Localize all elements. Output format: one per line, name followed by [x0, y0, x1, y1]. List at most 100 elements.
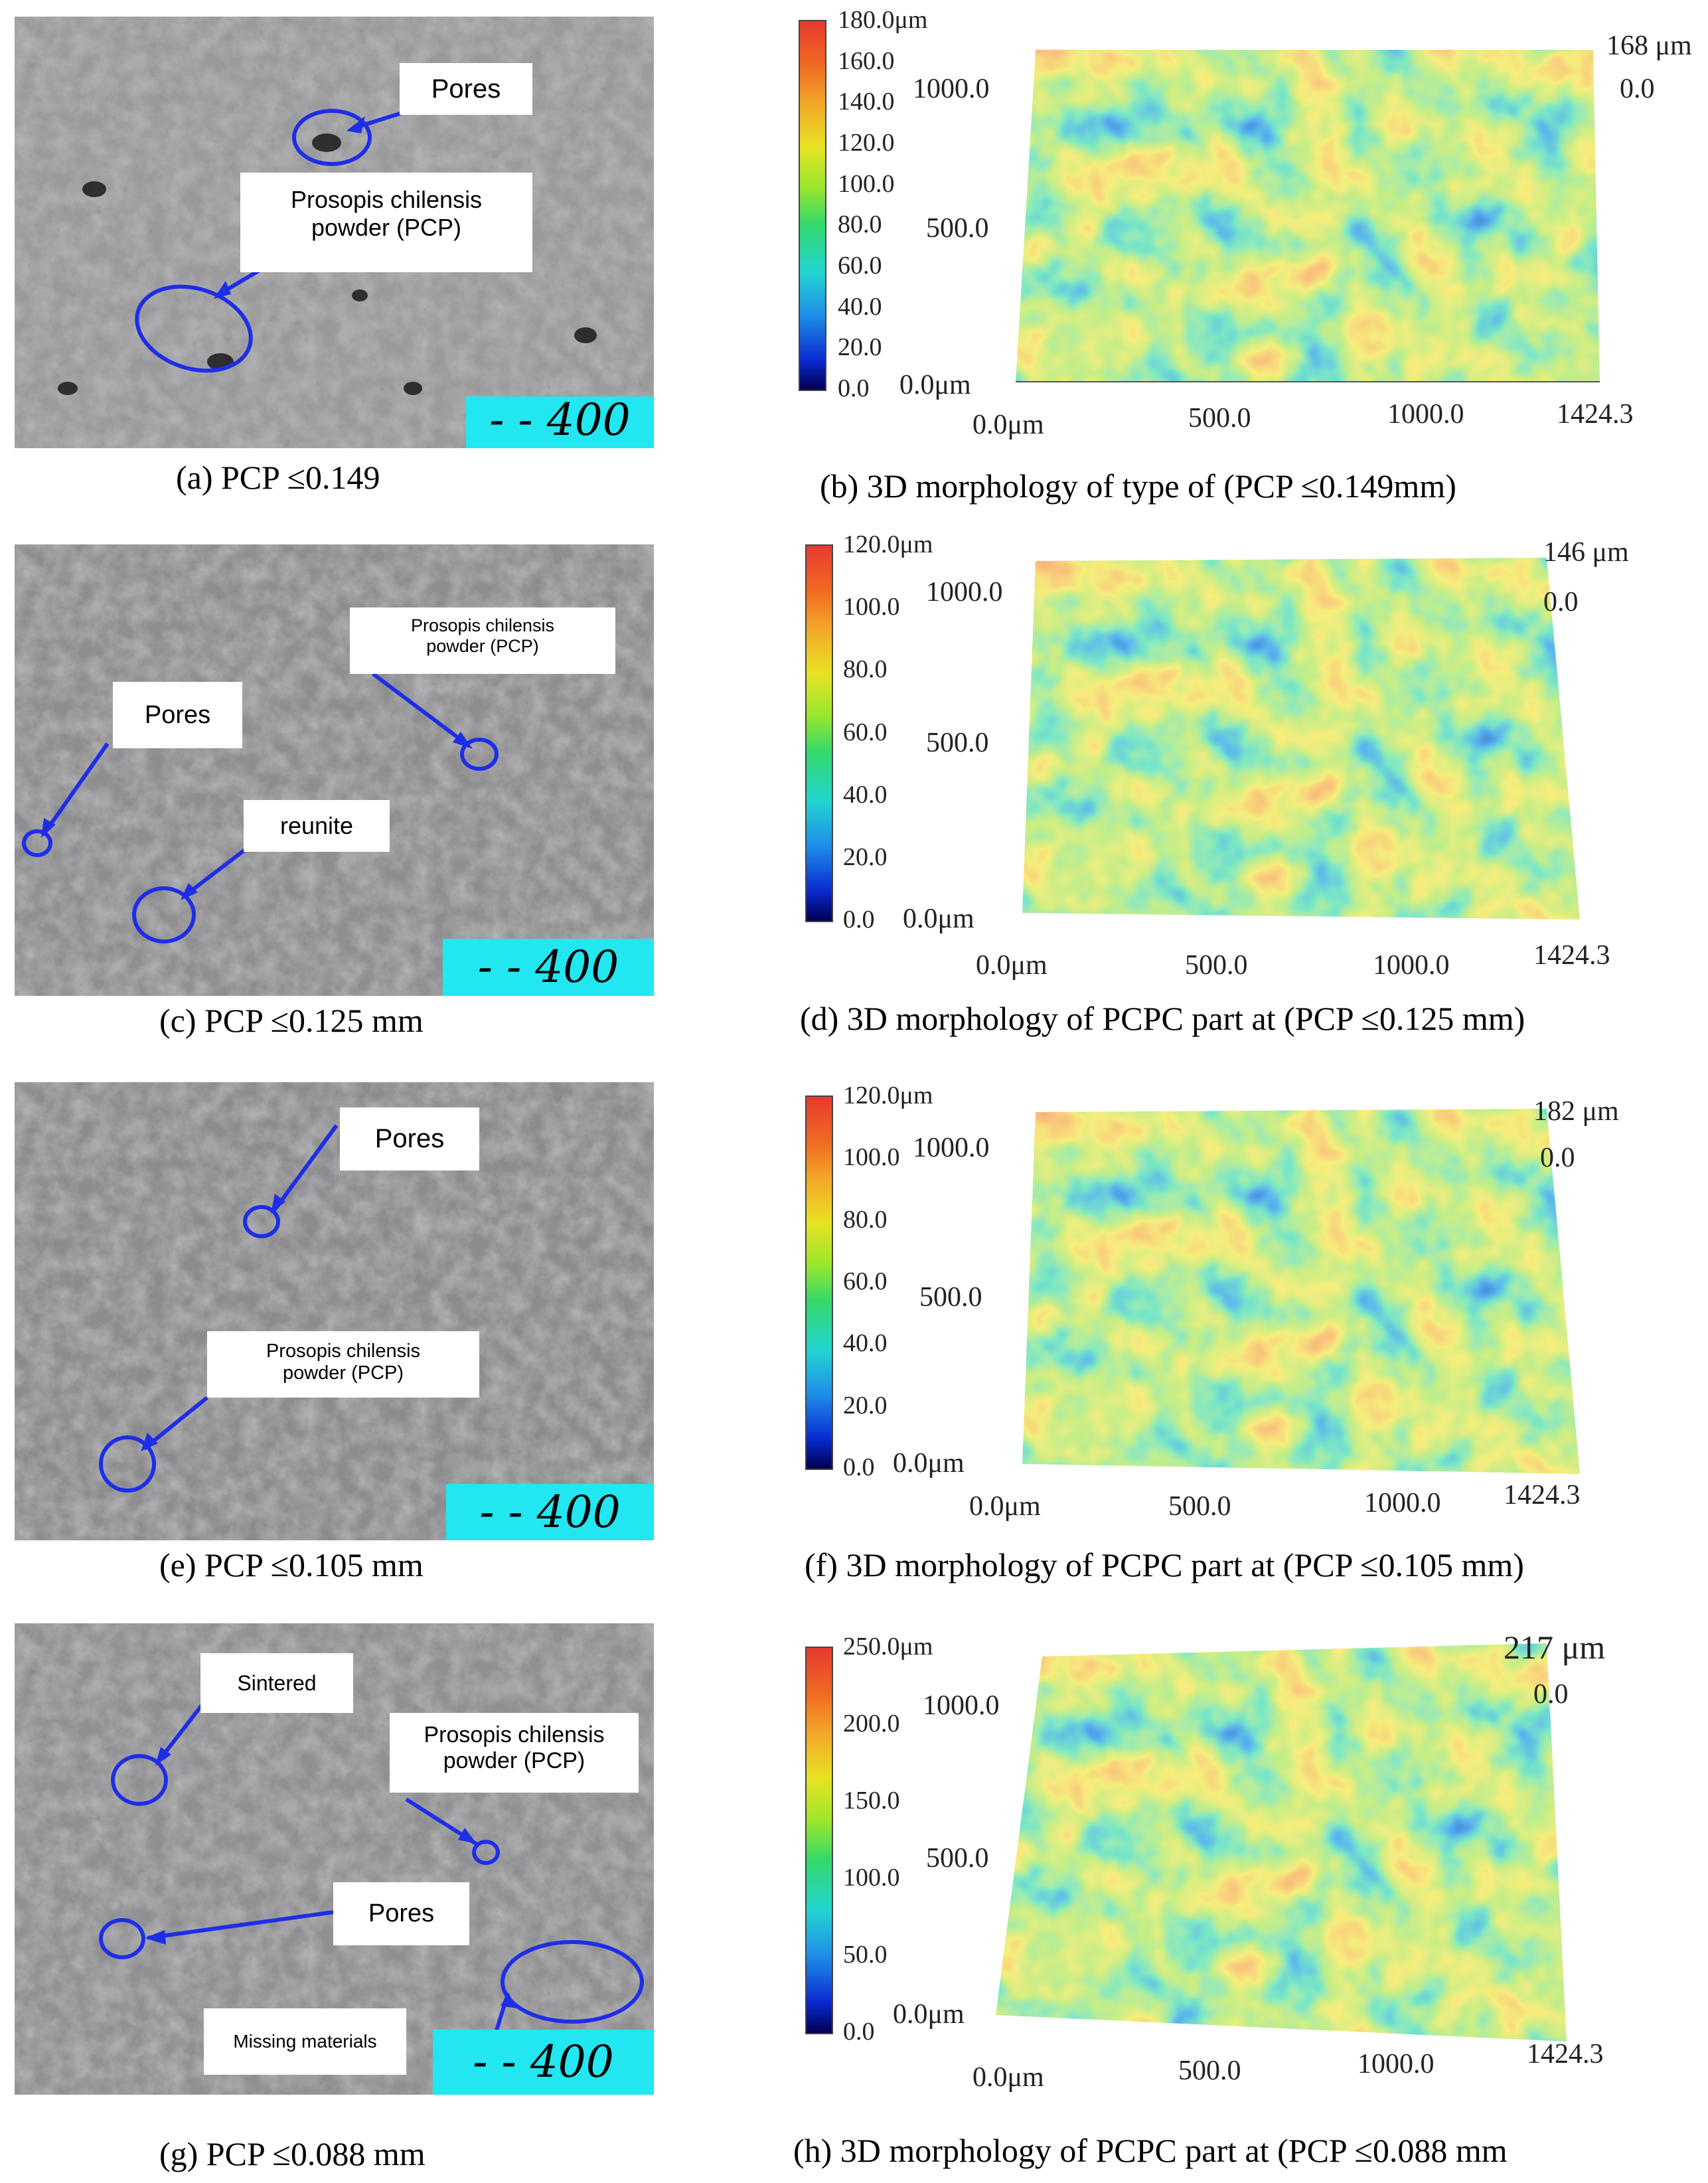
label-pores: Pores — [400, 63, 532, 115]
x-tick-d-1000: 1000.0 — [1373, 950, 1450, 981]
label-pcp-line1: Prosopis chilensis — [266, 1340, 421, 1362]
caption-g: (g) PCP ≤0.088 mm — [159, 2135, 426, 2172]
colorbar-tick: 80.0 — [838, 210, 882, 239]
z-bottom-b: 0.0 — [1620, 74, 1655, 104]
label-pores: Pores — [340, 1107, 479, 1171]
colorbar-tick: 250.0μm — [843, 1633, 933, 1660]
x-tick-b-0: 0.0μm — [972, 410, 1044, 440]
colorbar-tick: 100.0 — [843, 593, 900, 621]
z-top-f: 182 μm — [1533, 1096, 1619, 1127]
label-pcp-line1: Prosopis chilensis — [290, 186, 483, 213]
sem-texture — [15, 1082, 654, 1540]
colorbar-tick: 40.0 — [843, 1329, 888, 1358]
sem-image-g: Sintered Prosopis chilensis powder (PCP)… — [15, 1623, 654, 2095]
colorbar-b — [799, 20, 826, 391]
colorbar-tick: 100.0 — [843, 1143, 900, 1172]
y-tick-f-0: 0.0μm — [893, 1448, 965, 1479]
x-tick-d-1424: 1424.3 — [1533, 940, 1610, 971]
label-missing-materials: Missing materials — [204, 2008, 406, 2075]
colorbar-h — [805, 1647, 833, 2034]
z-bottom-h: 0.0 — [1533, 1679, 1569, 1710]
colorbar-tick: 20.0 — [843, 1391, 888, 1419]
scale-bar: - - 400 μm — [443, 939, 654, 996]
colorbar-tick: 120.0μm — [843, 530, 933, 558]
colorbar-tick: 140.0 — [838, 88, 895, 116]
z-top-h: 217 μm — [1504, 1629, 1606, 1666]
colorbar-d — [805, 544, 833, 922]
colorbar-tick: 60.0 — [838, 252, 882, 280]
colorbar-tick: 0.0 — [843, 2018, 875, 2046]
x-tick-b-1424: 1424.3 — [1557, 399, 1634, 430]
caption-a: (a) PCP ≤0.149 — [176, 459, 380, 496]
colorbar-tick: 180.0μm — [838, 6, 928, 34]
x-tick-h-1000: 1000.0 — [1358, 2049, 1435, 2079]
surface-3d-h — [996, 1643, 1567, 2042]
colorbar-tick: 0.0 — [843, 906, 875, 933]
surface-3d-d — [1022, 558, 1580, 920]
caption-b: (b) 3D morphology of type of (PCP ≤0.149… — [820, 467, 1456, 505]
label-pcp: Prosopis chilensis powder (PCP) — [350, 607, 615, 674]
colorbar-tick: 60.0 — [843, 1267, 888, 1295]
y-tick-h-500: 500.0 — [926, 1843, 989, 1874]
scale-bar: - - 400 μm — [466, 396, 654, 448]
colorbar-tick: 80.0 — [843, 655, 888, 684]
colorbar-tick: 160.0 — [838, 46, 895, 75]
x-tick-f-500: 500.0 — [1168, 1491, 1231, 1522]
label-pores: Pores — [333, 1882, 469, 1945]
label-pcp-line2: powder (PCP) — [282, 1362, 404, 1384]
x-tick-f-1000: 1000.0 — [1364, 1488, 1441, 1518]
y-tick-d-0: 0.0μm — [903, 904, 974, 934]
z-bottom-f: 0.0 — [1540, 1143, 1575, 1173]
z-top-d: 146 μm — [1543, 537, 1629, 568]
colorbar-tick: 120.0 — [838, 129, 895, 157]
y-tick-f-500: 500.0 — [919, 1282, 982, 1313]
x-tick-b-1000: 1000.0 — [1387, 399, 1464, 430]
x-tick-h-0: 0.0μm — [972, 2062, 1044, 2093]
colorbar-tick: 0.0 — [843, 1453, 875, 1481]
caption-d: (d) 3D morphology of PCPC part at (PCP ≤… — [800, 1000, 1525, 1037]
label-pcp-line1: Prosopis chilensis — [410, 615, 555, 635]
colorbar-tick: 50.0 — [843, 1941, 888, 1969]
sem-texture — [15, 544, 654, 996]
label-reunite: reunite — [244, 800, 390, 852]
x-tick-f-1424: 1424.3 — [1504, 1480, 1581, 1510]
colorbar-tick: 120.0μm — [843, 1082, 933, 1109]
colorbar-tick: 60.0 — [843, 718, 888, 746]
scale-bar: - - 400 μm — [433, 2030, 654, 2095]
x-tick-f-0: 0.0μm — [969, 1491, 1041, 1522]
colorbar-tick: 0.0 — [838, 374, 870, 402]
colorbar-tick: 40.0 — [838, 292, 882, 321]
label-pcp-line2: powder (PCP) — [311, 214, 462, 241]
label-pcp-line2: powder (PCP) — [426, 636, 539, 656]
z-bottom-d: 0.0 — [1543, 587, 1579, 617]
sem-image-c: Prosopis chilensis powder (PCP) Pores re… — [15, 544, 654, 996]
y-tick-d-1000: 1000.0 — [926, 577, 1003, 607]
colorbar-tick: 100.0 — [838, 169, 895, 198]
y-tick-b-0: 0.0μm — [899, 370, 971, 400]
scale-bar: - - 400 μm — [446, 1484, 654, 1540]
label-pcp: Prosopis chilensis powder (PCP) — [207, 1331, 479, 1398]
y-tick-f-1000: 1000.0 — [913, 1133, 990, 1163]
label-pcp: Prosopis chilensis powder (PCP) — [390, 1713, 639, 1793]
caption-h: (h) 3D morphology of PCPC part at (PCP ≤… — [793, 2132, 1508, 2169]
caption-c: (c) PCP ≤0.125 mm — [159, 1002, 424, 1039]
surface-3d-b — [1016, 50, 1600, 382]
colorbar-tick: 150.0 — [843, 1787, 900, 1815]
label-sintered: Sintered — [200, 1653, 353, 1713]
label-pcp-line2: powder (PCP) — [443, 1748, 585, 1773]
label-pores: Pores — [113, 682, 242, 748]
x-tick-h-500: 500.0 — [1178, 2056, 1241, 2086]
caption-f: (f) 3D morphology of PCPC part at (PCP ≤… — [805, 1546, 1524, 1583]
y-tick-h-0: 0.0μm — [893, 1999, 965, 2030]
colorbar-tick: 100.0 — [843, 1864, 900, 1892]
colorbar-tick: 40.0 — [843, 780, 888, 809]
colorbar-tick: 20.0 — [838, 333, 882, 362]
colorbar-tick: 20.0 — [843, 843, 888, 871]
y-tick-d-500: 500.0 — [926, 728, 989, 758]
sem-image-a: Pores Prosopis chilensis powder (PCP) - … — [15, 17, 654, 448]
x-tick-d-0: 0.0μm — [976, 950, 1048, 981]
sem-image-e: Pores Prosopis chilensis powder (PCP) - … — [15, 1082, 654, 1540]
z-top-b: 168 μm — [1606, 31, 1692, 61]
x-tick-h-1424: 1424.3 — [1527, 2039, 1604, 2069]
x-tick-d-500: 500.0 — [1185, 950, 1248, 981]
